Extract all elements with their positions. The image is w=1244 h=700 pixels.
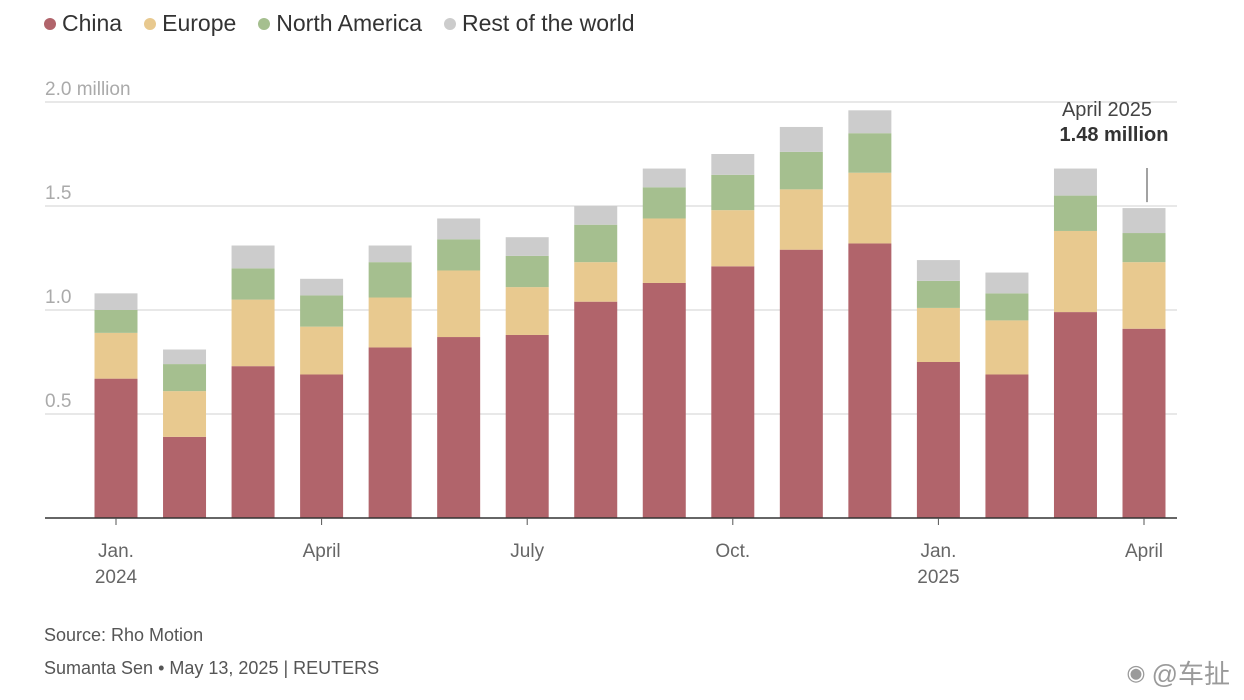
bar-segment-1-1 — [163, 391, 207, 437]
bar-segment-0-9 — [711, 266, 755, 518]
bar-segment-0-1 — [163, 436, 207, 518]
y-tick-label-1: 1.0 — [45, 287, 71, 308]
bar-segment-2-6 — [505, 255, 549, 288]
legend-swatch-china — [44, 17, 56, 30]
bar-segment-1-5 — [437, 270, 481, 338]
bar-segment-1-3 — [300, 326, 344, 375]
bar-segment-1-8 — [642, 218, 686, 283]
bar-segment-3-9 — [711, 154, 755, 175]
bar-segment-2-2 — [231, 268, 275, 300]
bar-segment-2-15 — [1122, 233, 1166, 263]
bar-segment-3-15 — [1122, 208, 1166, 234]
bar-segment-1-7 — [574, 262, 618, 302]
watermark-text: @车扯 — [1151, 659, 1230, 689]
legend: China Europe North America Rest of the w… — [44, 10, 657, 37]
bar-segment-1-9 — [711, 210, 755, 267]
bar-segment-3-11 — [848, 110, 892, 134]
legend-label-north-america: North America — [276, 10, 422, 36]
bar-segment-2-9 — [711, 174, 755, 211]
bar-segment-3-13 — [985, 272, 1029, 294]
annotation-label: April 2025 — [1062, 99, 1152, 121]
bar-segment-1-2 — [231, 299, 275, 367]
bar-segment-0-11 — [848, 243, 892, 518]
bar-segment-1-0 — [94, 332, 138, 379]
bar-segment-2-4 — [368, 262, 412, 298]
x-tick-label-5-0: April — [1125, 541, 1163, 562]
bar-segment-1-14 — [1053, 230, 1097, 313]
bar-segment-3-7 — [574, 206, 618, 225]
bar-segment-3-14 — [1053, 168, 1097, 196]
bar-segment-0-13 — [985, 374, 1029, 518]
bar-segment-3-2 — [231, 245, 275, 269]
legend-swatch-europe — [144, 17, 157, 30]
bar-segment-2-0 — [94, 310, 138, 333]
x-tick-label-1-0: April — [303, 541, 341, 562]
bar-segment-2-13 — [985, 293, 1029, 321]
weibo-icon: ◉ — [1126, 659, 1146, 685]
bar-segment-1-12 — [916, 307, 960, 362]
bar-segment-0-2 — [231, 366, 275, 518]
legend-item-north-america: North America — [258, 10, 422, 37]
bar-segment-3-10 — [779, 126, 823, 152]
x-tick-label-3-0: Oct. — [715, 541, 750, 562]
bar-segment-0-0 — [94, 378, 138, 518]
legend-swatch-north-america — [258, 17, 271, 30]
bar-segment-3-4 — [368, 245, 412, 263]
bar-segment-2-1 — [163, 364, 207, 392]
bar-segment-1-11 — [848, 172, 892, 244]
bar-segment-3-0 — [94, 293, 138, 310]
bar-segment-2-5 — [437, 239, 481, 271]
bar-segment-0-4 — [368, 347, 412, 518]
bar-segment-3-12 — [916, 260, 960, 281]
y-tick-label-2: 1.5 — [45, 183, 71, 204]
bar-segment-0-6 — [505, 334, 549, 518]
bar-segment-0-3 — [300, 374, 344, 518]
bar-segment-2-11 — [848, 133, 892, 173]
x-tick-label-0-1: 2024 — [95, 567, 138, 588]
bar-segment-1-10 — [779, 189, 823, 250]
legend-swatch-rest-of-world — [444, 17, 456, 30]
x-tick-label-4-0: Jan. — [920, 541, 956, 562]
bar-segment-0-5 — [437, 337, 481, 518]
legend-label-rest-of-world: Rest of the world — [462, 10, 635, 36]
x-tick-label-0-0: Jan. — [98, 541, 134, 562]
bar-segment-1-6 — [505, 287, 549, 335]
legend-item-europe: Europe — [144, 10, 236, 37]
bar-segment-0-14 — [1053, 312, 1097, 518]
bar-segment-2-8 — [642, 187, 686, 219]
legend-label-europe: Europe — [162, 10, 237, 36]
x-tick-label-2-0: July — [510, 541, 544, 562]
bar-segment-2-3 — [300, 295, 344, 327]
bar-segment-3-3 — [300, 278, 344, 296]
bar-segment-1-15 — [1122, 262, 1166, 329]
bar-segment-0-10 — [779, 249, 823, 518]
legend-label-china: China — [62, 10, 123, 36]
watermark: ◉ @车扯 — [1126, 654, 1230, 691]
bar-segment-3-1 — [163, 349, 207, 365]
bar-segment-0-8 — [642, 282, 686, 518]
x-tick-label-4-1: 2025 — [917, 567, 959, 588]
byline: Sumanta Sen • May 13, 2025 | REUTERS — [44, 658, 380, 678]
bar-segment-2-14 — [1053, 195, 1097, 231]
bar-segment-1-4 — [368, 297, 412, 348]
bar-segment-2-10 — [779, 151, 823, 190]
legend-item-rest-of-world: Rest of the world — [444, 10, 635, 37]
bar-segment-2-7 — [574, 224, 618, 263]
annotation-value: 1.48 million — [1060, 124, 1169, 146]
bar-segment-3-8 — [642, 168, 686, 188]
bar-segment-0-12 — [916, 362, 960, 518]
bar-segment-1-13 — [985, 320, 1029, 375]
y-tick-label-3: 2.0 million — [45, 79, 131, 100]
bar-segment-3-5 — [437, 218, 481, 240]
bar-segment-3-6 — [505, 237, 549, 256]
legend-item-china: China — [44, 10, 122, 37]
bar-segment-0-15 — [1122, 328, 1166, 518]
y-tick-label-0: 0.5 — [45, 391, 71, 412]
source-note: Source: Rho Motion — [44, 625, 204, 645]
bar-segment-2-12 — [916, 280, 960, 308]
bar-segment-0-7 — [574, 301, 618, 518]
